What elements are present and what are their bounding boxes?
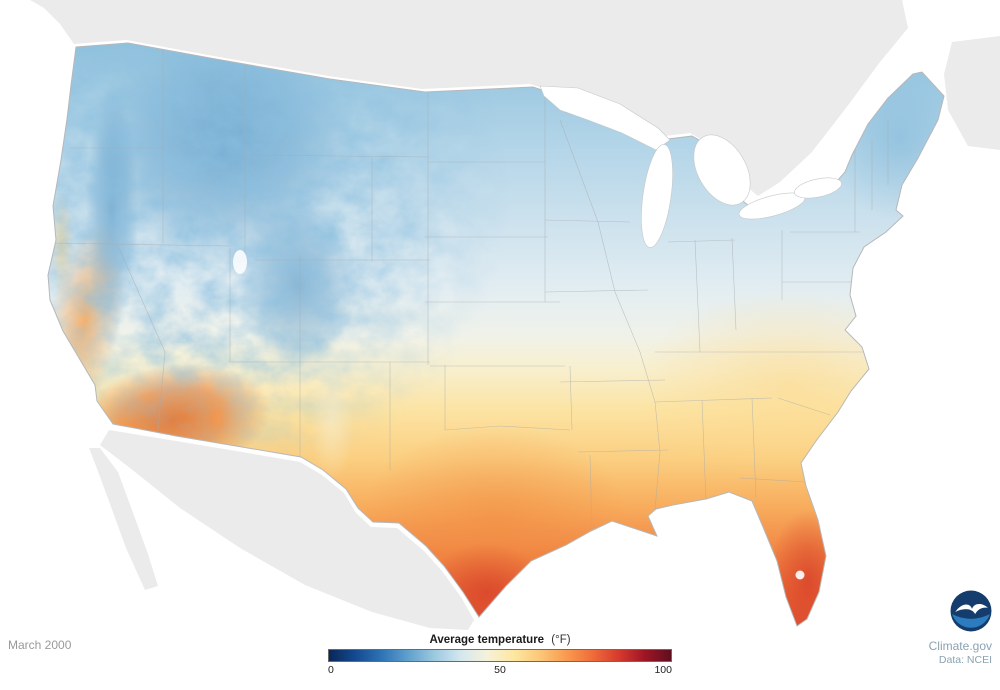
mexico-landmass: [100, 430, 474, 630]
great-lakes: [233, 85, 842, 580]
maritimes-landmass: [944, 36, 1000, 150]
mountain-texture: [48, 43, 470, 476]
tick-50: 50: [494, 664, 506, 676]
lake-michigan: [641, 144, 673, 248]
tick-0: 0: [328, 664, 334, 676]
great-salt-lake: [233, 250, 247, 274]
date-label: March 2000: [8, 638, 72, 652]
lake-superior: [539, 85, 671, 151]
attribution: Climate.gov Data: NCEI: [929, 590, 992, 666]
state-borders: [51, 45, 889, 533]
legend-title: Average temperature (°F): [328, 634, 672, 646]
climate-gov-label[interactable]: Climate.gov: [928, 639, 992, 653]
legend-title-text: Average temperature: [429, 634, 545, 646]
noaa-logo: [950, 590, 992, 632]
colorbar-ticks: 0 50 100: [328, 664, 672, 678]
temperature-colorbar: [328, 649, 672, 662]
data-source-label: Data: NCEI: [938, 654, 992, 666]
noaa-logo-wave: [952, 614, 990, 628]
tick-100: 100: [654, 664, 672, 676]
lake-okeechobee: [795, 570, 805, 580]
temperature-legend: Average temperature (°F) 0 50 100: [328, 634, 672, 678]
lake-ontario: [794, 177, 842, 199]
baja-landmass: [89, 448, 158, 590]
canada-landmass: [30, 0, 908, 196]
lake-huron: [693, 134, 751, 206]
noaa-logo-gull-icon: [955, 604, 988, 615]
legend-unit: (°F): [551, 634, 571, 646]
neighbor-landmass: [30, 0, 1000, 630]
